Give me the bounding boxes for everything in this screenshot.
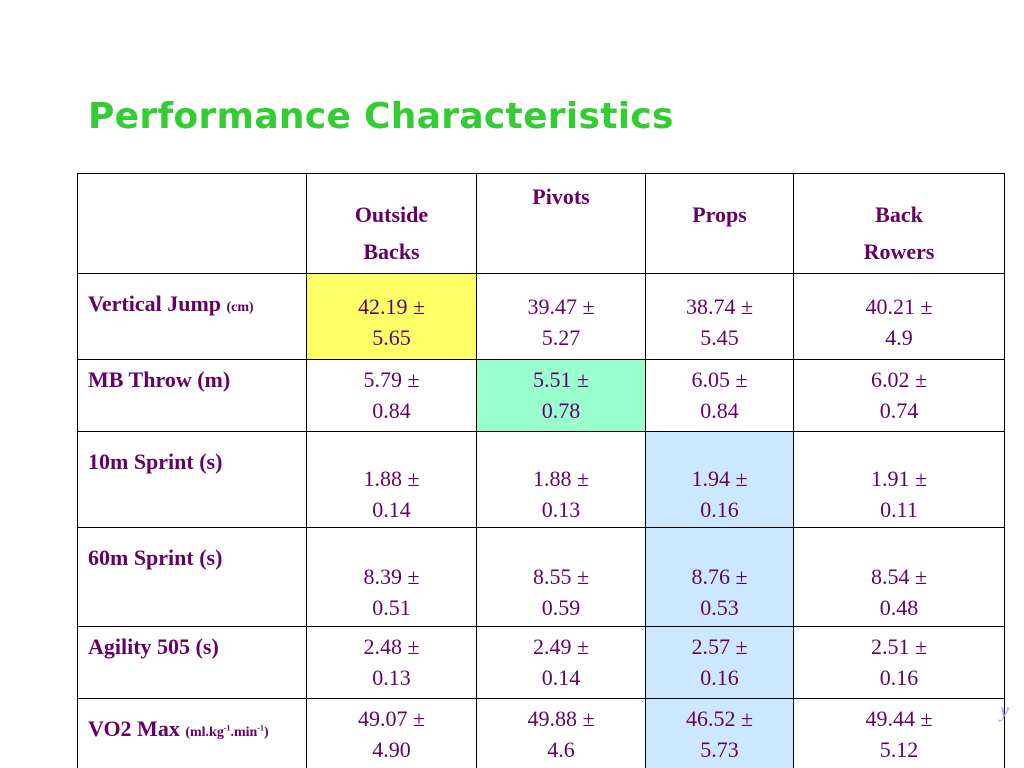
- row-label-agility-505: Agility 505 (s): [77, 626, 307, 699]
- cell-10m-sprint-pivots: 1.88 ±0.13: [476, 431, 646, 528]
- cell-vo2-max-pivots: 49.88 ±4.6: [476, 698, 646, 768]
- cell-60m-sprint-outside-backs: 8.39 ±0.51: [306, 527, 477, 627]
- row-label-text: MB Throw (m): [88, 367, 231, 392]
- cell-vertical-jump-pivots: 39.47 ±5.27: [476, 273, 646, 360]
- column-header-pivots: Pivots: [476, 173, 646, 274]
- row-label-unit: (cm): [226, 300, 254, 315]
- cell-10m-sprint-outside-backs: 1.88 ±0.14: [306, 431, 477, 528]
- cell-vo2-max-props: 46.52 ±5.73: [645, 698, 794, 768]
- cell-60m-sprint-back-rowers: 8.54 ±0.48: [793, 527, 1005, 627]
- table-row: 60m Sprint (s) 8.39 ±0.51 8.55 ±0.59 8.7…: [77, 527, 1005, 627]
- column-header-line: Pivots: [532, 184, 590, 209]
- column-header-line: Props: [692, 202, 747, 227]
- performance-table: Outside Backs Pivots Props Back Rowers V…: [77, 173, 1005, 768]
- cell-10m-sprint-props: 1.94 ±0.16: [645, 431, 794, 528]
- row-label-text: 10m Sprint (s): [88, 449, 223, 474]
- row-label-vertical-jump: Vertical Jump (cm): [77, 273, 307, 360]
- table-header-row: Outside Backs Pivots Props Back Rowers: [77, 173, 1005, 274]
- table-row: Vertical Jump (cm) 42.19 ±5.65 39.47 ±5.…: [77, 273, 1005, 360]
- row-label-text: Agility 505 (s): [88, 634, 219, 659]
- row-label-mb-throw: MB Throw (m): [77, 359, 307, 432]
- column-header-line: Backs: [363, 239, 420, 264]
- logo-fragment: y: [1000, 700, 1009, 722]
- cell-10m-sprint-back-rowers: 1.91 ±0.11: [793, 431, 1005, 528]
- column-header-line: Rowers: [863, 239, 935, 264]
- table-row: 10m Sprint (s) 1.88 ±0.14 1.88 ±0.13 1.9…: [77, 431, 1005, 528]
- cell-mb-throw-outside-backs: 5.79 ±0.84: [306, 359, 477, 432]
- cell-vertical-jump-back-rowers: 40.21 ±4.9: [793, 273, 1005, 360]
- cell-vertical-jump-props: 38.74 ±5.45: [645, 273, 794, 360]
- cell-mb-throw-props: 6.05 ±0.84: [645, 359, 794, 432]
- column-header-line: Back: [875, 202, 923, 227]
- cell-vo2-max-outside-backs: 49.07 ±4.90: [306, 698, 477, 768]
- row-label-10m-sprint: 10m Sprint (s): [77, 431, 307, 528]
- cell-60m-sprint-pivots: 8.55 ±0.59: [476, 527, 646, 627]
- row-label-text: VO2 Max: [88, 716, 180, 741]
- row-label-text: Vertical Jump: [88, 291, 222, 316]
- header-corner-cell: [77, 173, 307, 274]
- cell-agility-505-pivots: 2.49 ±0.14: [476, 626, 646, 699]
- cell-vo2-max-back-rowers: 49.44 ±5.12: [793, 698, 1005, 768]
- cell-agility-505-props: 2.57 ±0.16: [645, 626, 794, 699]
- table-row: MB Throw (m) 5.79 ±0.84 5.51 ±0.78 6.05 …: [77, 359, 1005, 432]
- row-label-vo2-max: VO2 Max (ml.kg-1.min-1): [77, 698, 307, 768]
- column-header-outside-backs: Outside Backs: [306, 173, 477, 274]
- table-row: Agility 505 (s) 2.48 ±0.13 2.49 ±0.14 2.…: [77, 626, 1005, 699]
- cell-60m-sprint-props: 8.76 ±0.53: [645, 527, 794, 627]
- column-header-line: Outside: [354, 202, 429, 227]
- column-header-back-rowers: Back Rowers: [793, 173, 1005, 274]
- cell-agility-505-back-rowers: 2.51 ±0.16: [793, 626, 1005, 699]
- cell-mb-throw-pivots: 5.51 ±0.78: [476, 359, 646, 432]
- table-row: VO2 Max (ml.kg-1.min-1) 49.07 ±4.90 49.8…: [77, 698, 1005, 768]
- cell-agility-505-outside-backs: 2.48 ±0.13: [306, 626, 477, 699]
- row-label-60m-sprint: 60m Sprint (s): [77, 527, 307, 627]
- cell-mb-throw-back-rowers: 6.02 ±0.74: [793, 359, 1005, 432]
- column-header-props: Props: [645, 173, 794, 274]
- row-label-unit: (ml.kg-1.min-1): [185, 723, 269, 740]
- slide-title: Performance Characteristics: [88, 96, 674, 137]
- cell-vertical-jump-outside-backs: 42.19 ±5.65: [306, 273, 477, 360]
- row-label-text: 60m Sprint (s): [88, 545, 223, 570]
